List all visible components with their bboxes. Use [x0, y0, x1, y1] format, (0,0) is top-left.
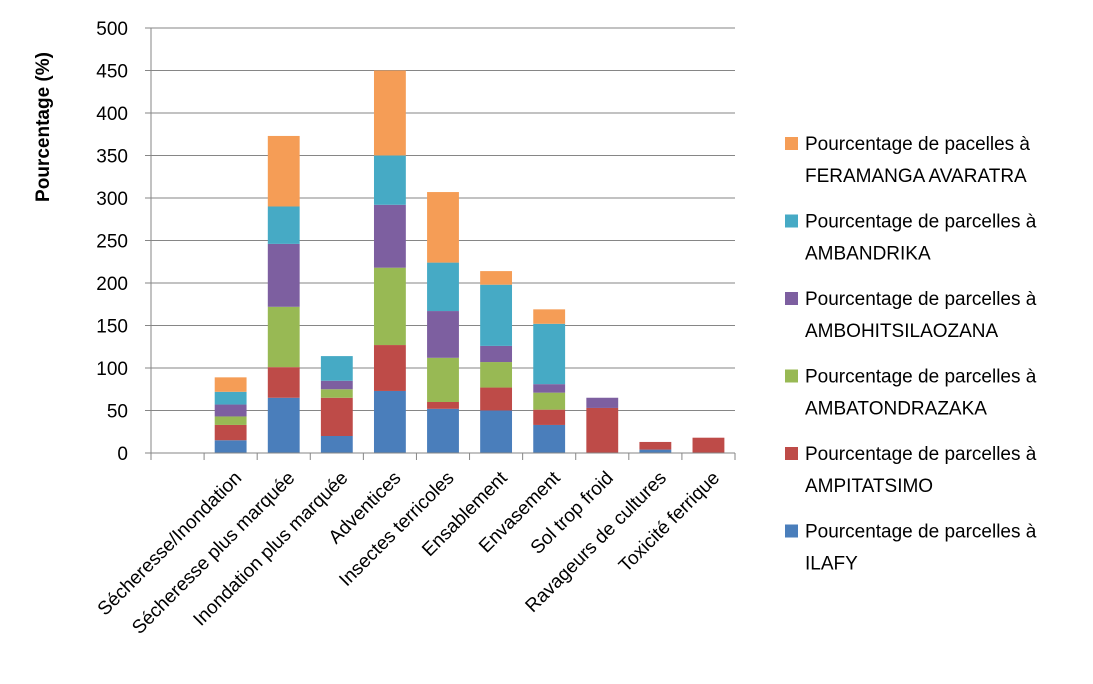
bar-segment — [480, 271, 513, 285]
bar-segment — [480, 410, 513, 453]
bar-segment — [267, 367, 300, 398]
bar-segment — [373, 345, 406, 391]
bar-segment — [480, 345, 513, 363]
bar-segment — [533, 323, 566, 385]
legend-label-line1: Pourcentage de parcelles à — [805, 212, 1037, 233]
y-tick-label: 500 — [96, 19, 128, 40]
bar-segment — [373, 390, 406, 453]
bar-segment — [214, 440, 247, 453]
bar-segment — [480, 362, 513, 388]
bar-segment — [533, 409, 566, 425]
legend-swatch — [785, 214, 798, 228]
bar-segment — [320, 356, 353, 381]
bar-segment — [480, 284, 513, 346]
bar-segment — [267, 306, 300, 368]
bar-segment — [586, 397, 619, 408]
y-tick-label: 450 — [96, 62, 128, 83]
bar-segment — [427, 357, 459, 402]
bar-segment — [373, 155, 406, 205]
bar-segment — [427, 311, 459, 358]
bar-segment — [427, 262, 459, 312]
bar-segment — [373, 204, 406, 268]
legend-label-line2: AMBATONDRAZAKA — [805, 399, 987, 420]
y-tick-label: 100 — [96, 359, 128, 380]
legend-label-line1: Pourcentage de parcelles à — [805, 444, 1037, 465]
bar-segment — [320, 389, 353, 398]
bar-segment — [214, 377, 247, 392]
legend-label-line2: AMBOHITSILAOZANA — [805, 321, 999, 342]
bar-segment — [320, 436, 353, 453]
legend-label-line2: FERAMANGA AVARATRA — [805, 166, 1027, 187]
bar-segment — [533, 384, 566, 393]
bar-segment — [214, 404, 247, 417]
y-axis-label: Pourcentage (%) — [33, 52, 54, 202]
bar-stacks — [214, 70, 725, 453]
legend-swatch — [785, 137, 798, 150]
legend-swatch — [785, 369, 798, 383]
y-tick-label: 400 — [96, 104, 128, 125]
y-tick-label: 250 — [96, 232, 128, 253]
bar-segment — [267, 135, 300, 207]
y-tick-labels: 0 50 100 150 200 250 300 350 400 450 500 — [96, 19, 128, 465]
bar-segment — [480, 387, 513, 411]
y-tick-label: 0 — [117, 444, 128, 465]
legend-swatch — [785, 292, 798, 305]
legend-label-line1: Pourcentage de pacelles à — [805, 134, 1030, 155]
legend-label-line1: Pourcentage de parcelles à — [805, 522, 1037, 543]
legend-label-line1: Pourcentage de parcelles à — [805, 289, 1037, 310]
bar-segment — [214, 424, 247, 441]
bar-segment — [320, 397, 353, 436]
legend-label-line2: AMBANDRIKA — [805, 244, 931, 265]
bar-segment — [533, 392, 566, 410]
legend: Pourcentage de pacelles à FERAMANGA AVARA… — [785, 134, 1037, 575]
legend-label-line2: AMPITATSIMO — [805, 476, 933, 497]
y-tick-label: 150 — [96, 317, 128, 338]
bar-segment — [533, 309, 566, 324]
bar-segment — [267, 397, 300, 453]
bar-segment — [427, 408, 459, 453]
axes — [150, 28, 736, 460]
legend-label-line2: ILAFY — [805, 554, 858, 575]
bar-segment — [373, 70, 406, 156]
bar-segment — [267, 206, 300, 244]
bar-segment — [214, 391, 247, 405]
y-tick-label: 300 — [96, 189, 128, 210]
bar-segment — [639, 449, 672, 453]
legend-swatch — [785, 524, 798, 538]
bar-segment — [427, 192, 459, 263]
legend-label-line1: Pourcentage de parcelles à — [805, 367, 1037, 388]
y-tick-label: 50 — [107, 402, 128, 423]
bar-segment — [586, 407, 619, 453]
x-tick-label: Toxicité ferrique — [615, 468, 724, 577]
bar-segment — [533, 424, 566, 453]
bar-segment — [427, 402, 459, 409]
bar-segment — [320, 380, 353, 390]
legend-swatch — [785, 447, 798, 460]
bar-segment — [373, 267, 406, 346]
bar-segment — [267, 243, 300, 307]
y-tick-label: 350 — [96, 147, 128, 168]
y-tick-label: 200 — [96, 274, 128, 295]
bar-segment — [214, 416, 247, 425]
bar-segment — [692, 437, 725, 453]
bar-segment — [639, 441, 672, 450]
